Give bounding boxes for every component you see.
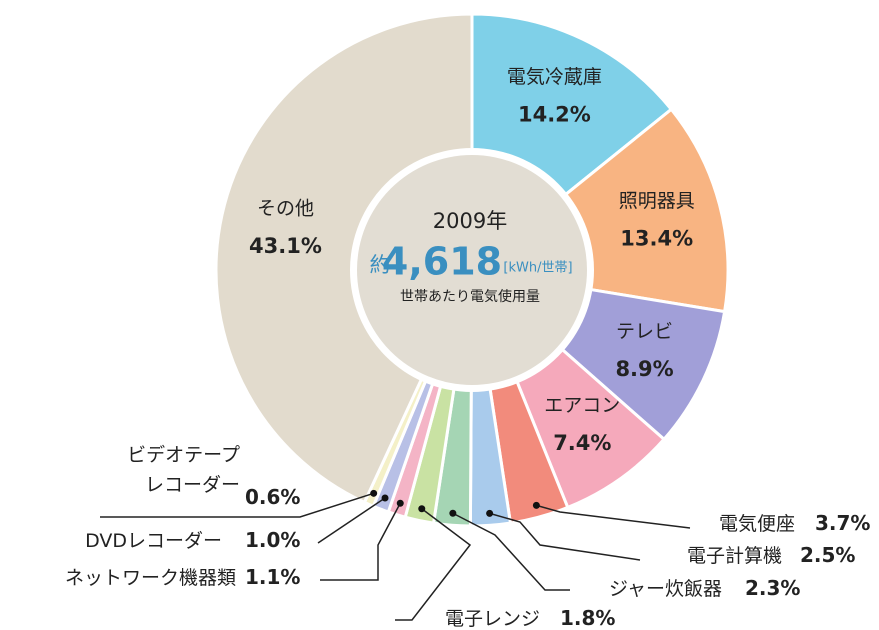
leader-line: [489, 512, 641, 561]
leader-line: [320, 502, 401, 581]
leader-dot: [396, 499, 404, 507]
leader-line: [395, 508, 472, 621]
slice-label: DVDレコーダー: [85, 530, 222, 552]
slice-label: テレビ: [616, 320, 673, 342]
leader-line: [536, 504, 691, 529]
value-label: 13.4%: [620, 226, 693, 250]
leader-line: [100, 492, 374, 518]
center-amount: 4,618: [382, 240, 502, 284]
center-unit: [kWh/世帯]: [503, 261, 572, 276]
leader-dot: [449, 509, 457, 517]
leader-dot: [532, 501, 540, 509]
value-label: 1.0%: [245, 528, 301, 552]
slice-label: ネットワーク機器類: [64, 567, 236, 589]
value-label: 1.1%: [245, 565, 301, 589]
value-label: 2.5%: [800, 543, 856, 567]
leader-dot: [486, 509, 494, 517]
value-label: 0.6%: [245, 485, 301, 509]
slice-label: 電子計算機: [686, 545, 782, 567]
center-caption: 世帯あたり電気使用量: [400, 288, 540, 305]
slice-label: その他: [257, 197, 314, 219]
value-label: 1.8%: [560, 606, 616, 630]
slice-label: 照明器具: [619, 190, 695, 212]
slice-label: 電気冷蔵庫: [507, 66, 602, 88]
value-label: 8.9%: [615, 357, 673, 381]
slice-label: エアコン: [544, 394, 620, 416]
leader-line: [317, 497, 386, 544]
value-label: 7.4%: [553, 431, 611, 455]
leader-dot: [381, 494, 389, 502]
leader-line: [452, 512, 570, 591]
slice-label: 電子レンジ: [444, 608, 540, 630]
slice-label: 電気便座: [718, 513, 795, 535]
slice-label: ビデオテープ レコーダー: [127, 444, 240, 496]
leader-dot: [418, 505, 426, 513]
value-label: 3.7%: [815, 511, 871, 535]
leader-dot: [370, 489, 378, 497]
center-prefix: 約: [370, 253, 391, 277]
center-year: 2009年: [433, 209, 507, 233]
slice-label: ジャー炊飯器: [608, 578, 722, 600]
value-label: 2.3%: [745, 576, 801, 600]
value-label: 43.1%: [249, 234, 322, 258]
hole: [357, 155, 587, 385]
value-label: 14.2%: [518, 103, 591, 127]
